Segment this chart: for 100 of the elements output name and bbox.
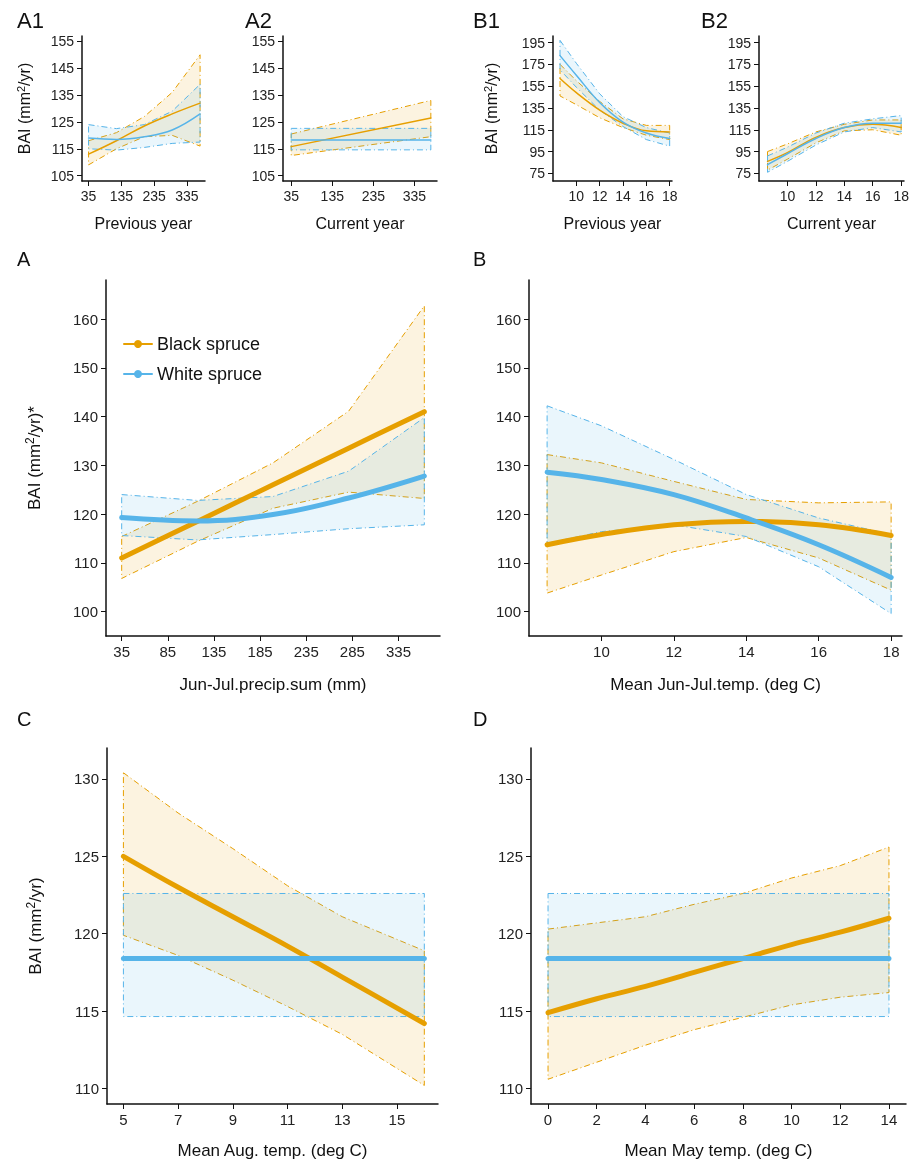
y-tick-label: 115: [499, 1002, 523, 1020]
y-tick-label: 155: [521, 78, 546, 95]
y-tick-label: 155: [727, 78, 752, 95]
x-tick-label: 10: [783, 1111, 800, 1128]
y-tick-label: 110: [497, 554, 521, 572]
chart-title: B: [473, 248, 487, 270]
x-tick-label: 235: [142, 188, 167, 204]
x-tick-label: 6: [689, 1111, 699, 1128]
x-tick-label: 18: [893, 188, 910, 204]
y-tick-label: 125: [50, 113, 75, 130]
y-tick-label: 115: [728, 121, 752, 138]
x-tick-label: 7: [173, 1111, 183, 1128]
y-tick-label: 135: [727, 99, 752, 116]
y-tick-label: 150: [72, 359, 98, 377]
y-tick-label: 145: [50, 60, 75, 77]
chart-title: B2: [701, 7, 728, 33]
x-tick-label: 4: [641, 1111, 650, 1128]
y-tick-label: 100: [72, 603, 98, 621]
x-axis-title: Mean Aug. temp. (deg C): [177, 1141, 368, 1160]
y-tick-label: 75: [735, 165, 752, 182]
x-tick-label: 10: [568, 188, 585, 204]
x-tick-label: 11: [279, 1111, 296, 1128]
y-axis-title: BAI (mm2/yr): [481, 62, 500, 155]
x-tick-label: 12: [665, 643, 683, 660]
x-tick-label: 335: [175, 188, 199, 204]
y-tick-label: 105: [50, 167, 75, 184]
x-axis-title: Previous year: [94, 214, 194, 232]
x-tick-label: 8: [738, 1111, 748, 1128]
y-tick-label: 125: [251, 113, 276, 130]
chart-title: B1: [473, 7, 500, 33]
x-tick-label: 12: [591, 188, 608, 204]
y-axis-title: BAI (mm2/yr): [14, 62, 33, 155]
x-tick-label: 12: [808, 188, 824, 204]
x-tick-label: 15: [388, 1111, 406, 1128]
x-axis-title: Current year: [315, 214, 406, 232]
x-tick-label: 35: [283, 188, 300, 204]
chart-title: C: [17, 708, 32, 730]
y-tick-label: 140: [495, 408, 521, 426]
x-axis-title: Previous year: [563, 214, 663, 232]
y-tick-label: 125: [73, 847, 99, 865]
y-tick-label: 175: [521, 56, 546, 73]
x-tick-label: 18: [661, 188, 678, 204]
y-tick-label: 135: [521, 99, 546, 116]
line-series: [559, 77, 671, 133]
x-tick-label: 13: [333, 1111, 351, 1128]
x-tick-label: 12: [831, 1111, 849, 1128]
x-tick-label: 35: [113, 643, 131, 660]
x-tick-label: 0: [543, 1111, 553, 1128]
x-tick-label: 10: [779, 188, 796, 204]
x-axis-title: Jun-Jul.precip.sum (mm): [179, 675, 367, 694]
x-tick-label: 10: [593, 643, 610, 660]
x-tick-label: 14: [737, 643, 755, 660]
x-tick-label: 335: [402, 188, 427, 204]
y-axis-title: BAI (mm2/yr)*: [23, 405, 44, 510]
chart-title: A2: [245, 7, 272, 33]
x-tick-label: 18: [882, 643, 900, 660]
y-tick-label: 155: [50, 33, 75, 50]
y-tick-label: 195: [727, 34, 752, 51]
legend-label: Black spruce: [157, 334, 261, 354]
x-tick-label: 235: [293, 643, 319, 660]
line-series: [87, 102, 201, 155]
chart-title: D: [473, 708, 488, 730]
y-tick-label: 105: [251, 167, 276, 184]
y-tick-label: 160: [495, 310, 521, 328]
y-tick-label: 135: [50, 87, 75, 104]
x-tick-label: 16: [638, 188, 655, 204]
x-tick-label: 135: [109, 188, 134, 204]
y-tick-label: 145: [251, 60, 276, 77]
y-tick-label: 140: [72, 408, 98, 426]
y-tick-label: 130: [72, 456, 98, 474]
y-tick-label: 95: [529, 143, 546, 160]
y-tick-label: 130: [497, 770, 523, 788]
y-tick-label: 175: [727, 56, 752, 73]
y-tick-label: 110: [499, 1080, 523, 1098]
x-axis-title: Current year: [787, 214, 877, 232]
x-tick-label: 14: [836, 188, 853, 204]
y-tick-label: 120: [495, 505, 521, 523]
x-tick-label: 9: [228, 1111, 238, 1128]
y-tick-label: 115: [51, 140, 75, 157]
y-tick-label: 115: [75, 1002, 99, 1020]
x-tick-label: 35: [80, 188, 97, 204]
y-tick-label: 120: [497, 925, 523, 943]
y-tick-label: 110: [75, 1080, 99, 1098]
chart-title: A1: [17, 7, 44, 33]
y-tick-label: 120: [73, 925, 99, 943]
x-tick-label: 235: [361, 188, 386, 204]
x-tick-label: 85: [159, 643, 177, 660]
y-tick-label: 160: [72, 310, 98, 328]
y-tick-label: 120: [72, 505, 98, 523]
x-tick-label: 14: [615, 188, 631, 204]
x-tick-label: 16: [810, 643, 828, 660]
y-tick-label: 95: [735, 143, 752, 160]
x-axis-title: Mean Jun-Jul.temp. (deg C): [610, 675, 821, 694]
y-tick-label: 195: [521, 34, 546, 51]
x-tick-label: 135: [320, 188, 345, 204]
x-tick-label: 135: [201, 643, 227, 660]
y-tick-label: 130: [73, 770, 99, 788]
y-axis-title: BAI (mm2/yr): [24, 877, 45, 975]
y-tick-label: 115: [522, 121, 546, 138]
x-tick-label: 2: [592, 1111, 601, 1128]
